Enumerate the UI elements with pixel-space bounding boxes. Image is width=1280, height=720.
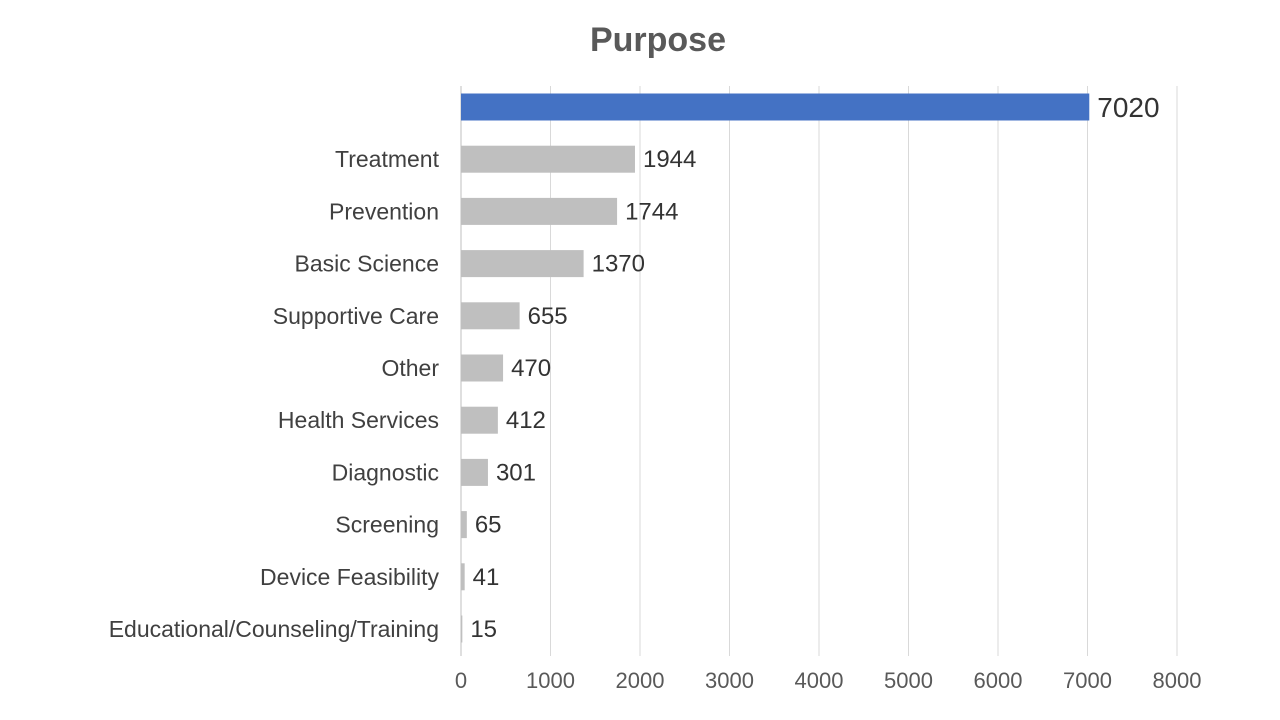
data-label: 1944 (643, 146, 696, 173)
data-label: 1370 (592, 251, 645, 278)
category-label: Treatment (335, 146, 440, 172)
data-label: 7020 (1097, 92, 1159, 123)
category-label: Basic Science (295, 251, 439, 277)
gridlines (460, 86, 1178, 656)
x-tick-label: 3000 (705, 668, 754, 693)
bar (461, 250, 584, 278)
x-tick-label: 8000 (1153, 668, 1202, 693)
x-tick-label: 7000 (1063, 668, 1112, 693)
x-tick-label: 2000 (616, 668, 665, 693)
bar (461, 93, 1090, 121)
bar (461, 563, 465, 591)
bar (461, 197, 618, 225)
labels: 0 1000 2000 3000 4000 5000 6000 7000 8000 7020 Tre… (109, 92, 1202, 693)
category-label: Supportive Care (273, 303, 439, 329)
data-label: 1744 (625, 198, 678, 225)
x-tick-label: 1000 (526, 668, 575, 693)
bar (461, 615, 463, 643)
data-label: 412 (506, 407, 546, 434)
x-tick-label: 6000 (974, 668, 1023, 693)
x-tick-label: 4000 (795, 668, 844, 693)
bar (461, 406, 498, 434)
data-label: 470 (511, 355, 551, 382)
bar (461, 511, 467, 539)
bar (461, 458, 488, 486)
category-label: Other (381, 355, 439, 381)
data-label: 301 (496, 459, 536, 486)
x-tick-label: 5000 (884, 668, 933, 693)
data-label: 41 (473, 564, 500, 591)
x-tick-label: 0 (455, 668, 467, 693)
category-label: Device Feasibility (260, 564, 439, 590)
bar (461, 354, 504, 382)
data-label: 655 (528, 303, 568, 330)
category-label: Prevention (329, 198, 439, 224)
bars (461, 93, 1090, 643)
category-label: Educational/Counseling/Training (109, 616, 439, 642)
data-label: 15 (470, 616, 497, 643)
category-label: Diagnostic (332, 459, 439, 485)
category-label: Health Services (278, 407, 439, 433)
bar (461, 145, 635, 173)
data-label: 65 (475, 512, 502, 539)
category-label: Screening (335, 512, 439, 538)
chart-title: Purpose (590, 21, 726, 59)
bar (461, 302, 520, 330)
